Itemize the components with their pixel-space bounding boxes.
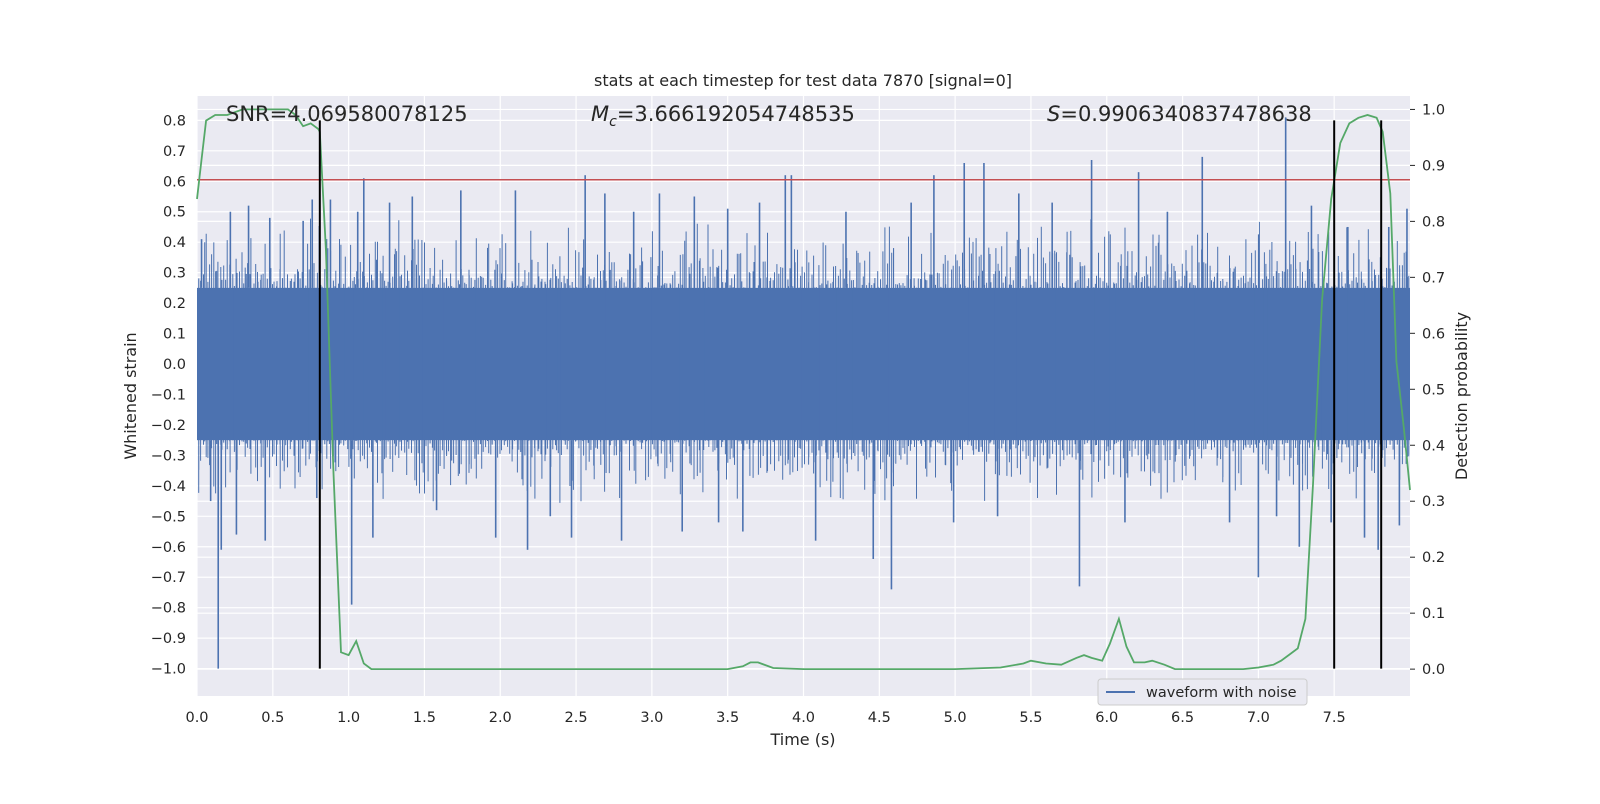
x-axis-label: Time (s): [769, 730, 835, 749]
y-tick-label: −0.1: [151, 387, 186, 403]
x-tick-label: 3.0: [640, 710, 663, 726]
y2-tick-label: 0.5: [1422, 382, 1445, 398]
y-tick-label: −1.0: [151, 662, 186, 678]
y-tick-label: −0.7: [151, 570, 186, 586]
chirp-mass-value: =3.666192054748535: [617, 102, 855, 126]
y-tick-label: −0.6: [151, 540, 186, 556]
chirp-mass-annotation: Mc=3.666192054748535: [591, 102, 855, 130]
x-tick-label: 7.5: [1323, 710, 1346, 726]
y2-tick-label: 0.6: [1422, 326, 1445, 342]
y-tick-label: −0.5: [151, 509, 186, 525]
x-tick-label: 0.0: [185, 710, 208, 726]
detection-stat-symbol: S: [1047, 102, 1060, 126]
y-tick-label: 0.1: [163, 327, 186, 343]
x-tick-label: 7.0: [1247, 710, 1270, 726]
detection-stat-value: =0.9906340837478638: [1060, 102, 1311, 126]
x-tick-label: 6.0: [1095, 710, 1118, 726]
waveform-noise-band: [197, 287, 1410, 441]
y-tick-label: 0.2: [163, 296, 186, 312]
y-tick-label: 0.5: [163, 205, 186, 221]
x-tick-label: 4.0: [792, 710, 815, 726]
legend-label-waveform: waveform with noise: [1146, 685, 1297, 701]
waveform-series: [197, 117, 1410, 669]
y-tick-label: 0.4: [163, 235, 186, 251]
x-tick-label: 5.5: [1019, 710, 1042, 726]
chirp-mass-subscript: c: [609, 114, 617, 130]
y2-tick-label: 0.0: [1422, 662, 1445, 678]
x-tick-label: 1.0: [337, 710, 360, 726]
y-tick-label: 0.7: [163, 144, 186, 160]
legend-box: [1097, 678, 1308, 706]
y2-tick-label: 0.4: [1422, 438, 1445, 454]
x-tick-label: 6.5: [1171, 710, 1194, 726]
detection-stat-annotation: S=0.9906340837478638: [1047, 102, 1312, 126]
chirp-mass-symbol: M: [591, 102, 609, 126]
y2-tick-label: 0.8: [1422, 214, 1445, 230]
x-tick-label: 3.5: [716, 710, 739, 726]
y2-tick-label: 0.3: [1422, 494, 1445, 510]
x-tick-label: 2.0: [489, 710, 512, 726]
x-tick-label: 0.5: [261, 710, 284, 726]
x-tick-label: 5.0: [944, 710, 967, 726]
x-tick-label: 1.5: [413, 710, 436, 726]
y-tick-label: −0.9: [151, 631, 186, 647]
overlay-layer: [196, 108, 1411, 670]
x-tick-label: 4.5: [868, 710, 891, 726]
y-tick-label: −0.3: [151, 448, 186, 464]
snr-annotation: SNR=4.069580078125: [226, 102, 468, 126]
legend: waveform with noise: [1097, 678, 1308, 706]
y2-axis-label: Detection probability: [1452, 312, 1471, 480]
x-tick-label: 2.5: [565, 710, 588, 726]
y-tick-label: −0.4: [151, 479, 186, 495]
y-tick-label: 0.8: [163, 113, 186, 129]
detection-probability-line: [196, 108, 1411, 670]
y-tick-label: 0.3: [163, 266, 186, 282]
y-tick-label: 0.0: [163, 357, 186, 373]
y2-tick-label: 0.2: [1422, 550, 1445, 566]
chart-title: stats at each timestep for test data 787…: [594, 71, 1012, 90]
y2-tick-label: 1.0: [1422, 102, 1445, 118]
y2-tick-label: 0.7: [1422, 270, 1445, 286]
y-tick-label: 0.6: [163, 174, 186, 190]
y2-tick-label: 0.9: [1422, 158, 1445, 174]
y-tick-label: −0.2: [151, 418, 186, 434]
waveform-noise-texture: [198, 218, 1410, 503]
y-tick-label: −0.8: [151, 601, 186, 617]
y-axis-label: Whitened strain: [121, 332, 140, 459]
ticks-layer: 0.0 0.5 1.0 1.5 2.0 2.5 3.0 3.5 4.0 4.5 5.0 5.5 6.0 6…: [151, 102, 1445, 726]
y2-tick-label: 0.1: [1422, 606, 1445, 622]
